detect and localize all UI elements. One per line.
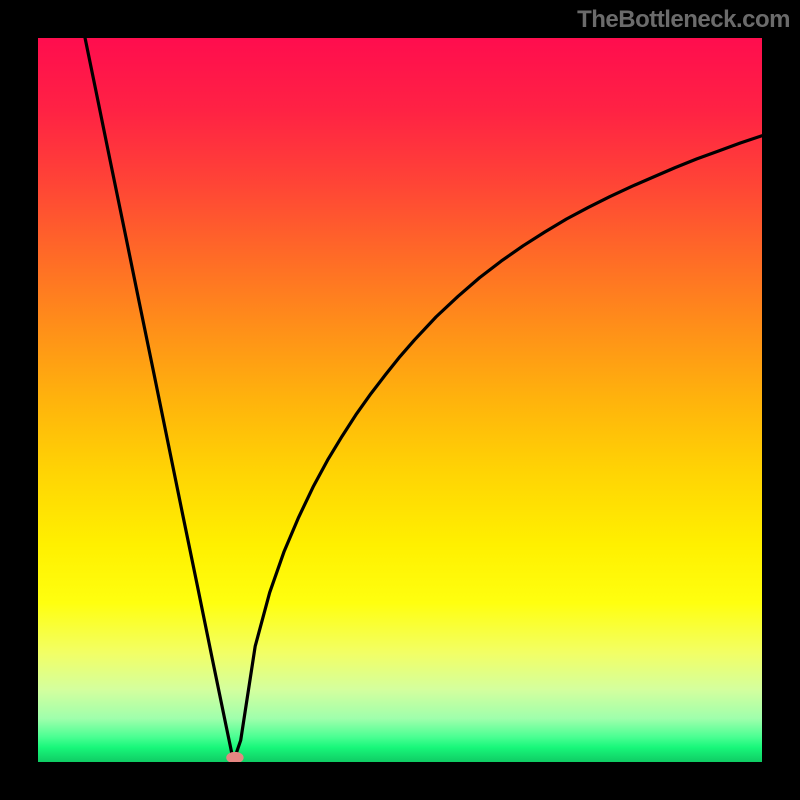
chart-svg: [38, 38, 762, 762]
figure-container: TheBottleneck.com: [0, 0, 800, 800]
plot-background: [38, 38, 762, 762]
watermark-text: TheBottleneck.com: [577, 6, 790, 34]
plot-area: [38, 38, 762, 762]
